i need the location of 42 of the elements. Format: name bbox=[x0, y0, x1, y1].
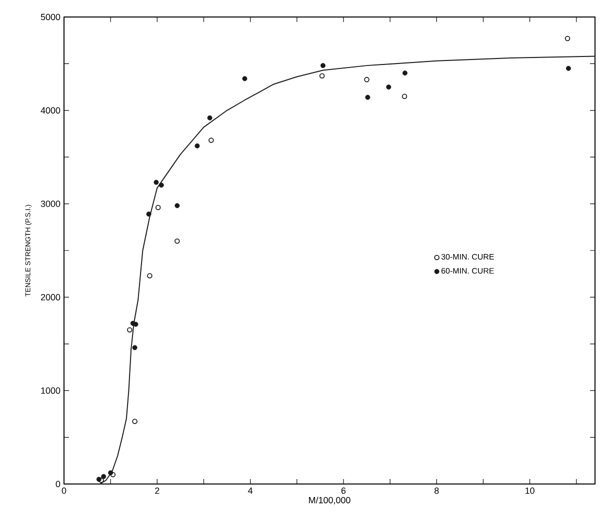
x-tick-label: 8 bbox=[434, 488, 439, 494]
point bbox=[158, 182, 164, 188]
point bbox=[194, 143, 200, 148]
point bbox=[402, 94, 408, 100]
y-tick-label: 3000 bbox=[40, 200, 60, 207]
point bbox=[146, 212, 152, 217]
point bbox=[132, 345, 138, 350]
point bbox=[320, 63, 326, 68]
point bbox=[242, 76, 248, 82]
x-tick-label: 6 bbox=[341, 488, 346, 494]
y-tick-label: 1000 bbox=[41, 387, 60, 394]
y-tick-label: 5000 bbox=[40, 14, 60, 20]
point bbox=[98, 478, 104, 483]
x-axis-title: M/100,000 bbox=[309, 496, 350, 504]
y-tick-label: 4000 bbox=[40, 107, 60, 114]
point bbox=[96, 476, 102, 482]
point bbox=[108, 470, 114, 476]
y-tick-label: 2000 bbox=[40, 294, 60, 300]
x-tick-label: 10 bbox=[525, 488, 534, 494]
x-tick-label: 4 bbox=[248, 488, 253, 494]
point bbox=[207, 115, 212, 120]
point bbox=[364, 76, 370, 82]
point bbox=[101, 474, 106, 480]
point bbox=[127, 327, 132, 333]
point bbox=[564, 36, 570, 42]
point bbox=[155, 204, 161, 210]
x-tick-label: 0 bbox=[62, 488, 66, 494]
point bbox=[132, 418, 138, 424]
point bbox=[174, 238, 180, 244]
x-tick-label: 2 bbox=[155, 488, 160, 494]
point bbox=[402, 70, 408, 76]
point bbox=[365, 94, 370, 100]
point bbox=[174, 203, 180, 208]
point bbox=[147, 273, 152, 278]
y-tick-label: 0 bbox=[56, 480, 60, 488]
point bbox=[208, 138, 214, 143]
line-series bbox=[99, 56, 596, 484]
point bbox=[110, 472, 116, 478]
point bbox=[566, 66, 571, 71]
point bbox=[319, 73, 325, 78]
point bbox=[386, 84, 392, 90]
point bbox=[154, 180, 159, 185]
